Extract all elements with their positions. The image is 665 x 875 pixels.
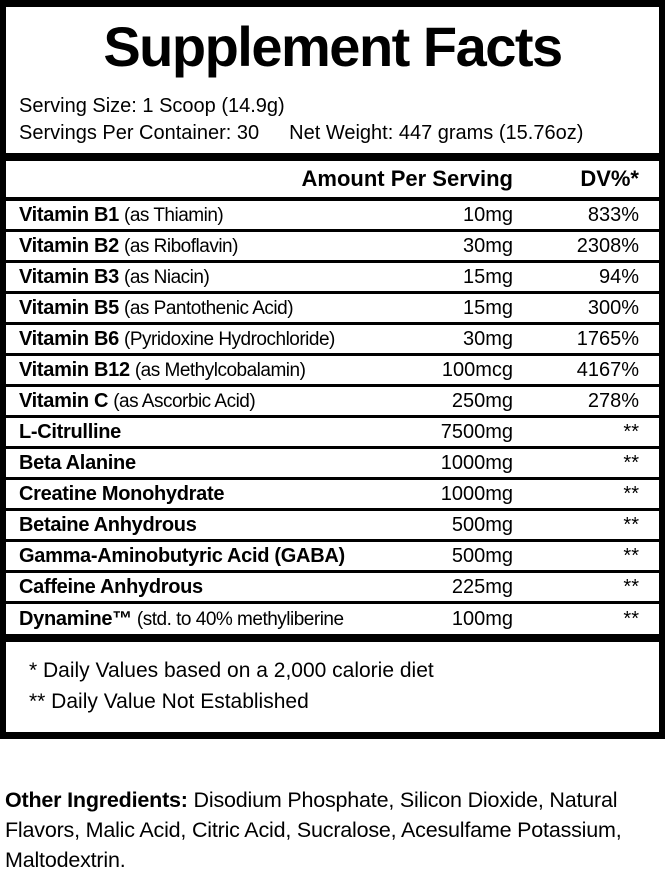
ingredient-name: Vitamin B6 [19,327,119,350]
ingredient-amount: 100mcg [441,358,513,381]
ingredient-detail: (Pyridoxine Hydrochloride) [124,328,335,350]
ingredient-detail: (std. to 40% methyliberine [136,608,344,630]
ingredient-amount: 30mg [462,327,513,350]
table-row: Vitamin B1 (as Thiamin) 10mg 833% [6,201,659,232]
table-row: L-Citrulline 7500mg ** [6,418,659,449]
panel-title: Supplement Facts [103,15,563,78]
ingredient-amount: 500mg [451,544,513,567]
ingredient-amount: 1000mg [440,451,513,474]
ingredient-name: Vitamin C [19,389,109,412]
ingredient-name: Vitamin B12 [19,358,130,381]
table-row: Vitamin B2 (as Riboflavin) 30mg 2308% [6,232,659,263]
ingredient-name: Vitamin B3 [19,265,119,288]
ingredient-dv: 300% [587,296,639,319]
ingredient-name: Beta Alanine [19,451,136,474]
ingredient-name: Gamma-Aminobutyric Acid (GABA) [19,544,345,567]
divider-thick-top [6,153,659,161]
ingredient-name: Dynamine™ [19,607,132,630]
table-row: Vitamin B5 (as Pantothenic Acid) 15mg 300… [6,294,659,325]
ingredient-amount: 1000mg [440,482,513,505]
table-row: Vitamin C (as Ascorbic Acid) 250mg 278% [6,387,659,418]
servings-per-container: Servings Per Container: 30 [19,122,260,144]
table-row: Vitamin B6 (Pyridoxine Hydrochloride) 30m… [6,325,659,356]
ingredient-dv: ** [623,451,639,474]
footnotes: * Daily Values based on a 2,000 calorie … [6,642,659,717]
ingredient-detail: (as Thiamin) [124,204,224,226]
table-row: Vitamin B12 (as Methylcobalamin) 100mcg 4… [6,356,659,387]
table-row: Beta Alanine 1000mg ** [6,449,659,480]
serving-info: Serving Size: 1 Scoop (14.9g) Servings P… [6,93,659,147]
ingredient-dv: 833% [587,203,639,226]
net-weight: Net Weight: 447 grams (15.76oz) [289,122,584,144]
ingredient-amount: 500mg [451,513,513,536]
ingredient-dv: 1765% [576,327,639,350]
ingredient-dv: ** [623,482,639,505]
ingredient-name: Vitamin B2 [19,234,119,257]
ingredient-name: L-Citrulline [19,420,121,443]
ingredient-name: Creatine Monohydrate [19,482,225,505]
ingredient-amount: 250mg [451,389,513,412]
ingredient-amount: 100mg [451,607,513,630]
footnote-not-established: ** Daily Value Not Established [29,690,309,713]
other-ingredients: Other Ingredients: Disodium Phosphate, S… [0,785,665,875]
table-row: Creatine Monohydrate 1000mg ** [6,480,659,511]
table-row: Vitamin B3 (as Niacin) 15mg 94% [6,263,659,294]
ingredient-detail: (as Methylcobalamin) [134,359,306,381]
ingredient-name: Betaine Anhydrous [19,513,197,536]
other-ingredients-text: Disodium Phosphate, Silicon Dioxide, Nat… [5,788,622,872]
serving-size: Serving Size: 1 Scoop (14.9g) [19,95,285,117]
table-row: Betaine Anhydrous 500mg ** [6,511,659,542]
ingredient-dv: 2308% [576,234,639,257]
ingredient-dv: ** [623,513,639,536]
facts-table: Vitamin B1 (as Thiamin) 10mg 833% Vitamin… [6,201,659,634]
ingredient-amount: 15mg [462,265,513,288]
ingredient-detail: (as Ascorbic Acid) [113,390,256,412]
ingredient-dv: ** [623,607,639,630]
table-row: Dynamine™ (std. to 40% methyliberine 100m… [6,604,659,634]
ingredient-dv: 4167% [576,358,639,381]
divider-thick-bottom [6,634,659,642]
ingredient-amount: 10mg [462,203,513,226]
supplement-facts-panel: Supplement Facts Serving Size: 1 Scoop (… [0,0,665,739]
serving-container-line: Servings Per Container: 30 Net Weight: 44… [19,120,659,147]
ingredient-detail: (as Niacin) [124,266,210,288]
ingredient-detail: (as Pantothenic Acid) [124,297,294,319]
ingredient-name: Vitamin B1 [19,203,119,226]
amount-per-serving-header: Amount Per Serving [301,166,513,191]
footnote-daily-values: * Daily Values based on a 2,000 calorie … [29,659,434,682]
table-header-row: Amount Per Serving DV%* [6,161,659,201]
dv-percent-header: DV%* [580,166,639,191]
ingredient-detail: (as Riboflavin) [124,235,238,257]
other-ingredients-label: Other Ingredients: [5,788,188,812]
table-row: Gamma-Aminobutyric Acid (GABA) 500mg ** [6,542,659,573]
ingredient-dv: ** [623,575,639,598]
ingredient-dv: ** [623,420,639,443]
ingredient-dv: ** [623,544,639,567]
ingredient-name: Caffeine Anhydrous [19,575,203,598]
ingredient-dv: 94% [598,265,639,288]
ingredient-amount: 7500mg [440,420,513,443]
table-row: Caffeine Anhydrous 225mg ** [6,573,659,604]
ingredient-amount: 15mg [462,296,513,319]
ingredient-amount: 225mg [451,575,513,598]
ingredient-amount: 30mg [462,234,513,257]
ingredient-dv: 278% [587,389,639,412]
ingredient-name: Vitamin B5 [19,296,119,319]
